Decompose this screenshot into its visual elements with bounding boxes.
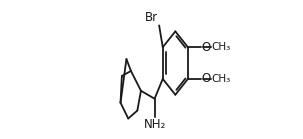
Text: O: O — [201, 72, 211, 85]
Text: Br: Br — [145, 11, 158, 24]
Text: CH₃: CH₃ — [211, 74, 231, 84]
Text: CH₃: CH₃ — [211, 42, 231, 52]
Text: O: O — [201, 41, 211, 54]
Text: NH₂: NH₂ — [143, 118, 166, 131]
